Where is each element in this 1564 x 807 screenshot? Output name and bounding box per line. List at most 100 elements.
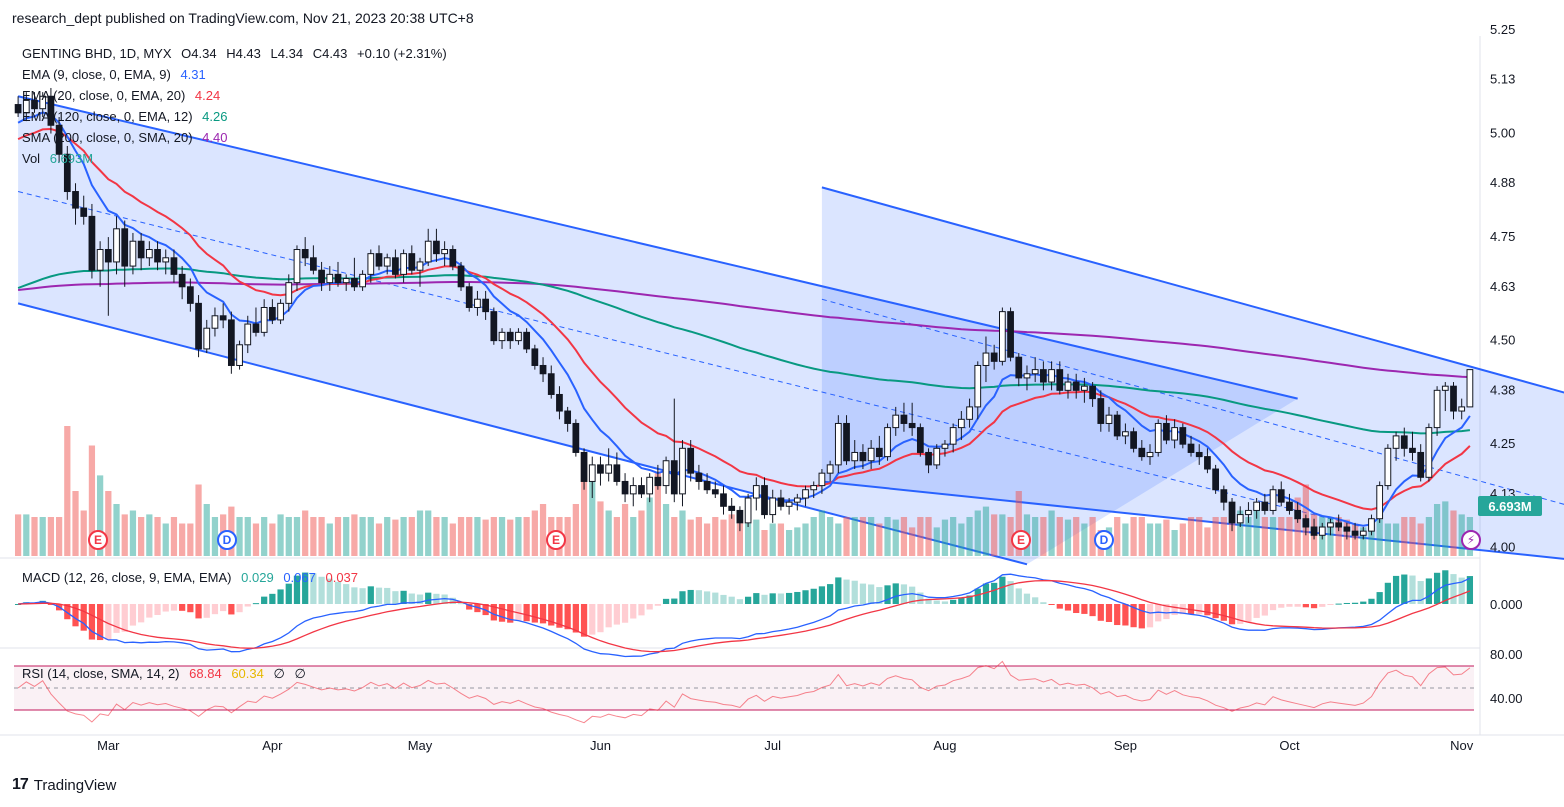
- volume-bar: [1138, 517, 1145, 556]
- volume-bar: [1081, 523, 1088, 556]
- macd-histogram-bar: [580, 604, 588, 637]
- candle-body: [1015, 356, 1023, 379]
- candle-body: [72, 191, 79, 209]
- volume-bar: [490, 517, 497, 556]
- legend-ema20[interactable]: EMA (20, close, 0, EMA, 20) 4.24: [22, 88, 220, 103]
- macd-histogram-bar: [162, 604, 169, 612]
- candle-body: [884, 427, 891, 458]
- candle-body: [482, 298, 489, 313]
- month-label: Aug: [933, 738, 956, 753]
- month-label: May: [408, 738, 433, 753]
- candle-body: [359, 273, 366, 288]
- volume-bar: [818, 510, 826, 556]
- volume-bar: [55, 517, 63, 556]
- pane-borders: [0, 36, 1564, 736]
- lightning-badge[interactable]: ⚡: [1461, 530, 1481, 550]
- candle-body: [711, 489, 719, 495]
- volume-bar: [1187, 517, 1195, 556]
- macd-histogram-bar: [88, 604, 96, 640]
- macd-histogram-bar: [777, 593, 785, 604]
- macd-histogram-bar: [1368, 598, 1375, 604]
- volume-bar: [1056, 517, 1063, 556]
- candle-body: [195, 302, 202, 350]
- macd-histogram-bar: [638, 604, 645, 616]
- dividend-badge[interactable]: D: [1094, 530, 1114, 550]
- volume-bar: [687, 519, 694, 556]
- earnings-badge[interactable]: E: [546, 530, 566, 550]
- macd-histogram-bar: [1409, 575, 1416, 604]
- macd-histogram-bar: [999, 576, 1006, 604]
- legend-ema20-label: EMA (20, close, 0, EMA, 20): [22, 88, 186, 103]
- candle-body: [1335, 522, 1343, 528]
- macd-histogram-bar: [703, 591, 711, 604]
- legend-macd[interactable]: MACD (12, 26, close, 9, EMA, EMA) 0.029 …: [22, 570, 358, 585]
- volume-bar: [1130, 517, 1137, 556]
- macd-histogram-bar: [950, 599, 957, 604]
- volume-bar: [941, 519, 949, 556]
- volume-bar: [261, 517, 268, 556]
- candle-body: [1302, 518, 1310, 528]
- price-tick-label: 4.38: [1490, 382, 1515, 397]
- legend-vol[interactable]: Vol 6.693M: [22, 151, 93, 166]
- macd-histogram-bar: [302, 572, 309, 604]
- macd-histogram-bar: [1442, 570, 1449, 604]
- macd-histogram-bar: [1278, 604, 1285, 608]
- macd-histogram-bar: [1310, 604, 1318, 609]
- macd-histogram-bar: [933, 600, 940, 604]
- candle-body: [802, 489, 809, 499]
- earnings-badge[interactable]: E: [88, 530, 108, 550]
- macd-histogram-bar: [105, 604, 112, 640]
- candle-body: [826, 464, 834, 474]
- dividend-badge[interactable]: D: [217, 530, 237, 550]
- volume-bar: [851, 517, 858, 556]
- macd-histogram-bar: [531, 604, 538, 623]
- legend-low: L4.34: [270, 46, 304, 61]
- candle-body: [1376, 485, 1384, 520]
- volume-bar: [375, 523, 383, 556]
- volume-bar: [777, 523, 785, 556]
- volume-bar: [736, 523, 744, 556]
- volume-bar: [1442, 501, 1449, 556]
- macd-histogram-bar: [80, 604, 87, 631]
- volume-bar: [236, 517, 243, 556]
- volume-bar: [523, 517, 530, 556]
- volume-bar: [498, 517, 506, 556]
- earnings-badge[interactable]: E: [1011, 530, 1031, 550]
- volume-bar: [679, 510, 686, 556]
- volume-bar: [925, 517, 932, 556]
- legend-rsi[interactable]: RSI (14, close, SMA, 14, 2) 68.84 60.34 …: [22, 666, 306, 682]
- macd-histogram-bar: [1351, 602, 1359, 604]
- volume-bar: [64, 426, 71, 556]
- macd-histogram-bar: [539, 604, 547, 624]
- macd-histogram-bar: [1040, 602, 1047, 604]
- candle-body: [613, 464, 621, 482]
- volume-bar: [712, 517, 719, 556]
- candle-body: [859, 451, 867, 462]
- legend-ema9[interactable]: EMA (9, close, 0, EMA, 9) 4.31: [22, 67, 206, 82]
- macd-histogram-bar: [1343, 602, 1350, 604]
- volume-bar: [630, 517, 637, 556]
- legend-sma200[interactable]: SMA (200, close, 0, SMA, 20) 4.40: [22, 130, 227, 145]
- legend-ema120[interactable]: EMA (120, close, 0, EMA, 12) 4.26: [22, 109, 227, 124]
- volume-bar: [794, 527, 801, 556]
- candle-body: [433, 240, 440, 255]
- macd-histogram-bar: [1450, 574, 1457, 604]
- macd-histogram-bar: [744, 596, 752, 604]
- candle-body: [1343, 526, 1351, 532]
- macd-histogram-bar: [1384, 582, 1391, 604]
- legend-close: C4.43: [312, 46, 348, 61]
- macd-histogram-bar: [941, 601, 949, 604]
- macd-histogram-bar: [400, 590, 407, 604]
- badge-text: E: [551, 533, 560, 547]
- footer: 17 TradingView: [12, 776, 116, 794]
- candle-body: [170, 257, 178, 275]
- macd-layer: [14, 570, 1474, 658]
- candle-body: [580, 451, 588, 482]
- volume-bar: [753, 519, 760, 556]
- volume-bar: [1015, 491, 1022, 556]
- candle-body: [564, 410, 572, 424]
- candle-body: [301, 249, 309, 259]
- volume-bar: [88, 445, 96, 556]
- legend-main[interactable]: GENTING BHD, 1D, MYX O4.34 H4.43 L4.34 C…: [22, 46, 447, 61]
